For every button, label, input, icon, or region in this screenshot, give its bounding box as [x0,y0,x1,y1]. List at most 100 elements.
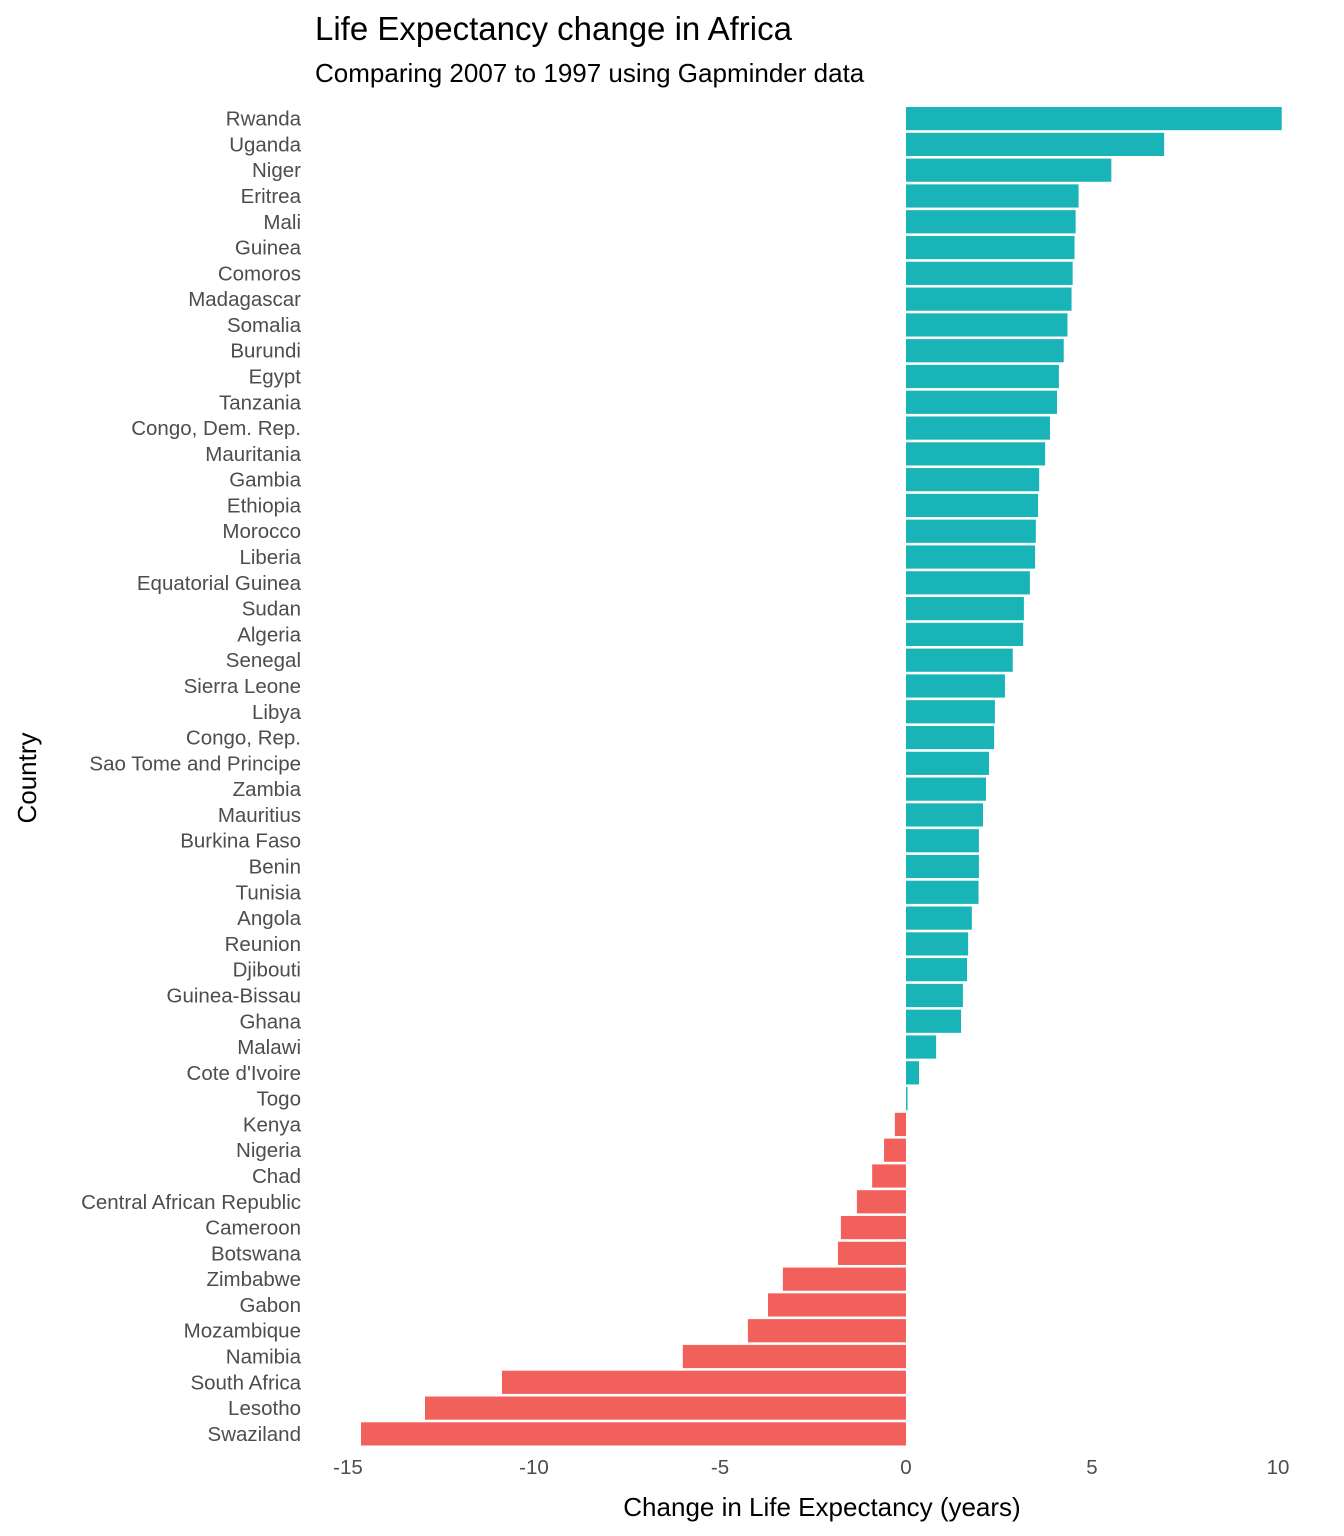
bar [906,854,979,879]
x-tick-label: 5 [1086,1456,1097,1479]
bar [906,983,963,1008]
bars-group [361,107,1282,1446]
y-tick-label: Libya [252,701,302,724]
y-tick-label: Mozambique [184,1320,301,1343]
bar [767,1293,906,1317]
x-tick-label: -15 [333,1456,363,1479]
y-tick-label: Mauritania [205,443,301,466]
y-tick-label: Burundi [230,340,301,363]
bar [906,803,983,827]
y-axis-title: Country [12,732,42,823]
bar [906,829,979,853]
bar [906,339,1064,363]
bar [906,184,1079,208]
y-tick-label: Benin [249,856,301,879]
bar [502,1370,906,1394]
y-tick-label: Cameroon [205,1217,301,1240]
bar [906,364,1059,389]
bar [906,313,1068,337]
bar [906,958,968,982]
bar [906,287,1072,311]
y-tick-label: Ghana [239,1010,301,1033]
bar [906,725,995,750]
y-tick-label: Sao Tome and Principe [89,752,301,775]
y-tick-label: Malawi [237,1036,301,1059]
x-tick-label: 0 [900,1456,911,1479]
bar [906,597,1024,621]
chart-subtitle: Comparing 2007 to 1997 using Gapminder d… [315,58,865,88]
y-tick-label: Eritrea [241,185,302,208]
bar [906,519,1036,543]
y-tick-label: Gabon [239,1294,301,1317]
y-tick-label: Reunion [225,933,301,956]
y-tick-label: Equatorial Guinea [137,572,302,595]
y-tick-label: Mauritius [218,804,301,827]
y-tick-label: Kenya [243,1113,302,1136]
y-tick-label: Niger [252,159,301,182]
bar [906,1009,962,1033]
bar [906,622,1024,646]
bar [425,1396,906,1420]
bar [906,545,1036,569]
y-tick-label: Namibia [226,1346,302,1369]
bar [906,700,995,724]
bar [840,1215,906,1240]
bar [906,777,986,801]
y-tick-label: Swaziland [208,1423,301,1446]
bar [361,1422,906,1446]
bar [906,416,1050,440]
bar [782,1267,906,1291]
bar [906,751,989,775]
bar [906,1061,920,1085]
bar [906,880,979,904]
bar [906,648,1013,672]
y-tick-label: Uganda [229,133,301,156]
bar [837,1241,906,1265]
bar [906,468,1040,492]
chart-title: Life Expectancy change in Africa [315,10,793,47]
bar [894,1112,906,1137]
bar [906,674,1005,698]
y-tick-label: Lesotho [228,1397,301,1420]
y-tick-label: Congo, Dem. Rep. [131,417,301,440]
bar [856,1190,906,1214]
y-tick-label: Angola [237,907,301,930]
bar [906,932,969,956]
y-tick-label: South Africa [190,1371,301,1394]
y-tick-label: Zambia [233,778,302,801]
y-tick-label: Madagascar [188,288,301,311]
y-tick-label: Algeria [237,623,301,646]
x-tick-label: -5 [711,1456,729,1479]
y-tick-label: Liberia [239,546,301,569]
y-tick-label: Cote d'Ivoire [187,1062,301,1085]
bar [884,1138,906,1162]
y-tick-label: Chad [252,1165,301,1188]
bar [906,158,1112,182]
y-tick-label: Morocco [222,520,301,543]
bar [747,1319,906,1343]
y-tick-label: Central African Republic [81,1191,301,1214]
y-tick-label: Tanzania [219,391,302,414]
bar [906,442,1046,466]
bar [906,235,1075,260]
y-tick-label: Guinea [235,237,302,260]
y-tick-label: Burkina Faso [180,830,301,853]
bar [906,493,1039,518]
y-tick-label: Djibouti [233,959,301,982]
bar [906,906,972,930]
x-tick-label: 10 [1267,1456,1290,1479]
bar [906,261,1073,285]
y-tick-label: Ethiopia [227,494,302,517]
bar [906,1035,937,1059]
x-tick-label: -10 [519,1456,549,1479]
bar [906,390,1058,414]
y-tick-label: Zimbabwe [206,1268,301,1291]
y-tick-label: Togo [257,1088,301,1111]
y-tick-label: Senegal [226,649,301,672]
y-tick-label: Sierra Leone [184,675,301,698]
bar [906,1087,908,1111]
bar [906,571,1030,595]
bar [682,1344,906,1369]
